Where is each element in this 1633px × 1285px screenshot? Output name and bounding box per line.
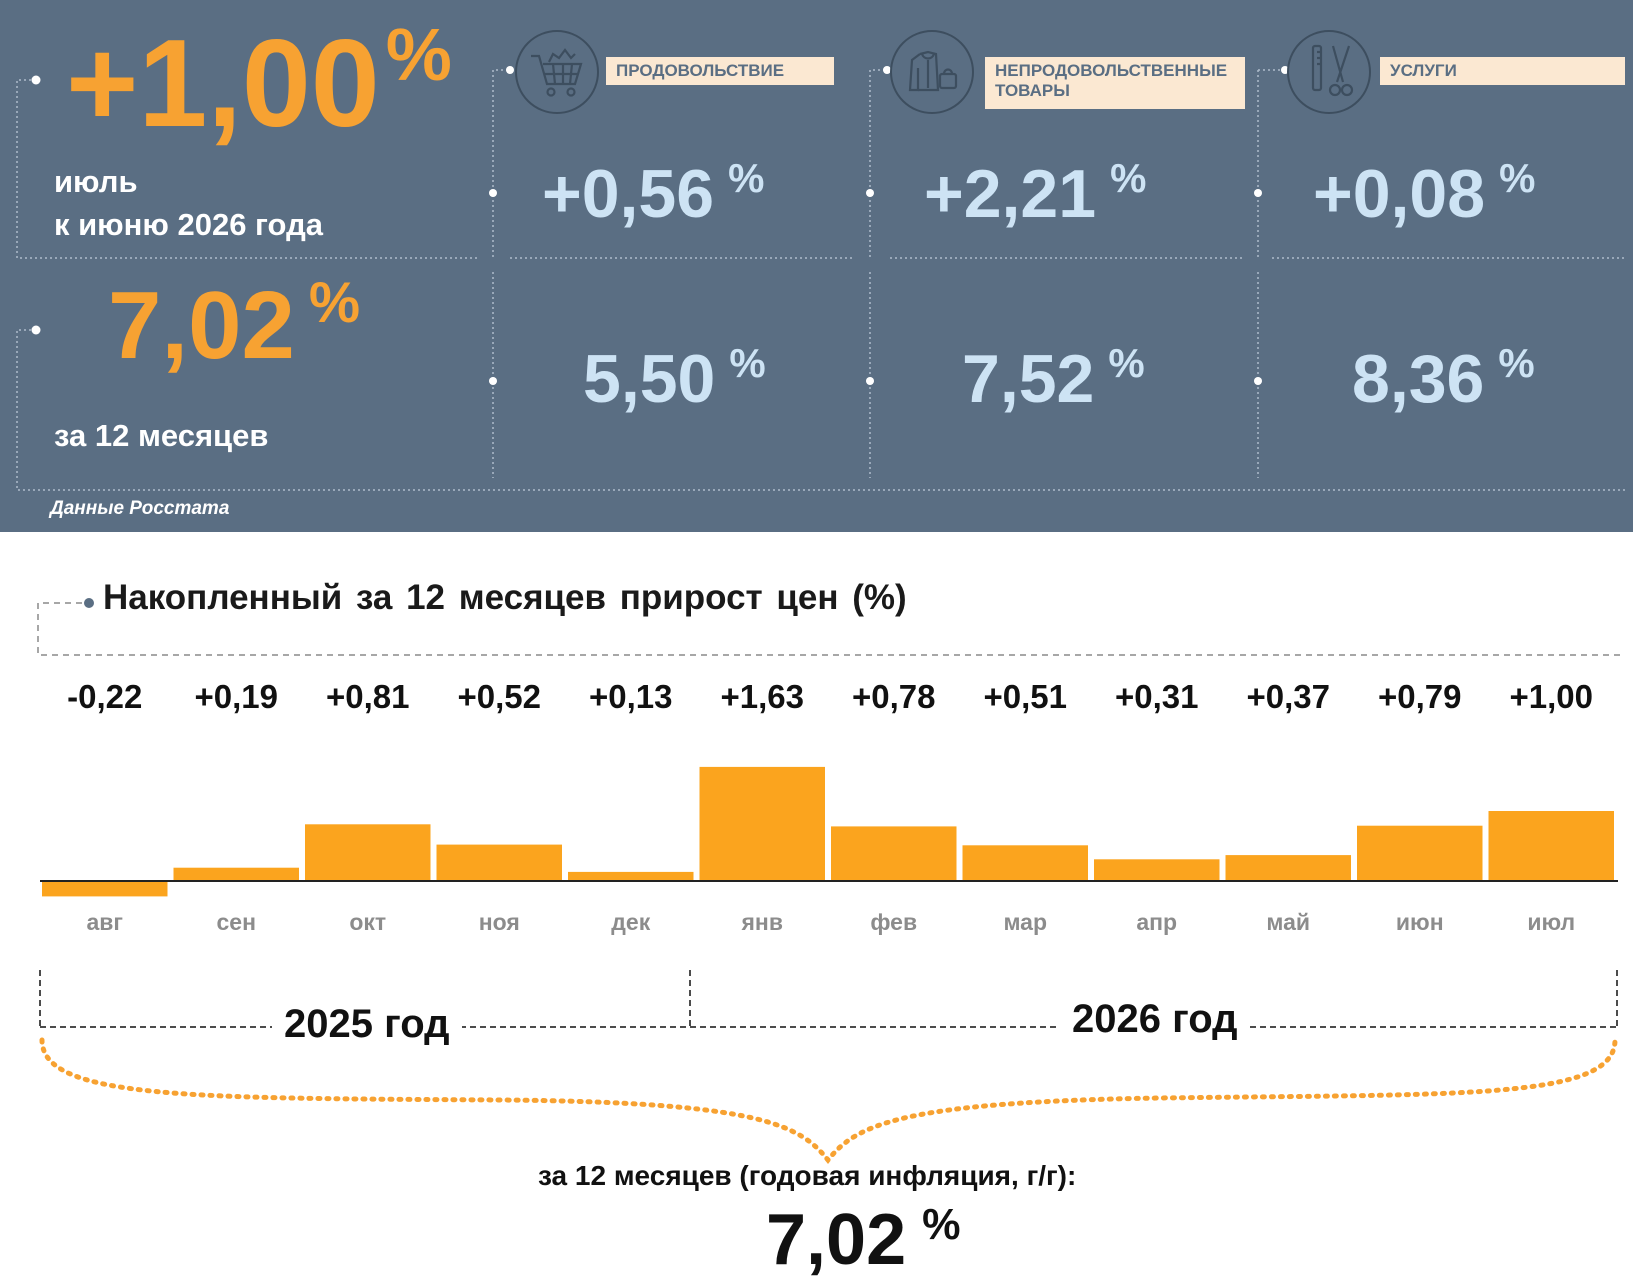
value-label-авг: -0,22 xyxy=(67,678,142,715)
food-monthly-value: +0,56% xyxy=(542,154,765,232)
month-tick-фев: фев xyxy=(870,909,917,935)
clothing-icon xyxy=(890,30,974,114)
value-label-дек: +0,13 xyxy=(589,678,673,715)
chart-title: Накопленный за 12 месяцев прирост цен (%… xyxy=(103,578,907,617)
bar-ноя xyxy=(436,844,562,881)
value-label-фев: +0,78 xyxy=(852,678,936,715)
month-tick-янв: янв xyxy=(741,909,783,935)
bar-мар xyxy=(962,845,1088,881)
value-label-сен: +0,19 xyxy=(195,678,279,715)
bar-фев xyxy=(831,826,957,881)
monthly-inflation-value: +1,00% xyxy=(66,13,452,153)
shopping-cart-icon xyxy=(515,30,599,114)
month-tick-июн: июн xyxy=(1396,909,1444,935)
annual-inflation-bottom-value: 7,02% xyxy=(766,1200,961,1280)
bar-авг xyxy=(42,881,168,897)
annual-inflation-caption: за 12 месяцев (годовая инфляция, г/г): xyxy=(538,1160,1077,1191)
value-label-июн: +0,79 xyxy=(1378,678,1462,715)
value-label-мар: +0,51 xyxy=(984,678,1068,715)
category-label-food: ПРОДОВОЛЬСТВИЕ xyxy=(606,57,834,85)
bar-июл xyxy=(1488,811,1614,881)
annual-inflation-value: 7,02% xyxy=(108,271,361,379)
annual-period-caption: за 12 месяцев xyxy=(54,418,269,453)
bar-сен xyxy=(173,867,299,881)
month-tick-сен: сен xyxy=(217,909,256,935)
month-tick-апр: апр xyxy=(1136,909,1177,935)
nonfood-annual-value: 7,52% xyxy=(962,339,1145,417)
value-label-янв: +1,63 xyxy=(721,678,805,715)
month-tick-мар: мар xyxy=(1003,909,1047,935)
month-tick-авг: авг xyxy=(86,909,123,935)
year-label-2026: 2026 год xyxy=(1060,997,1250,1042)
month-tick-май: май xyxy=(1266,909,1310,935)
category-label-services: УСЛУГИ xyxy=(1380,57,1625,85)
value-label-май: +0,37 xyxy=(1247,678,1331,715)
source-note: Данные Росстата xyxy=(50,498,230,519)
value-label-июл: +1,00 xyxy=(1510,678,1594,715)
monthly-period-desc: к июню 2026 года xyxy=(54,207,323,242)
bar-июн xyxy=(1357,825,1483,881)
value-label-апр: +0,31 xyxy=(1115,678,1199,715)
month-tick-окт: окт xyxy=(349,909,386,935)
scissors-comb-icon xyxy=(1287,30,1371,114)
category-label-nonfood: НЕПРОДОВОЛЬСТВЕННЫЕ ТОВАРЫ xyxy=(985,57,1245,109)
value-label-окт: +0,81 xyxy=(326,678,410,715)
value-label-ноя: +0,52 xyxy=(458,678,542,715)
bar-окт xyxy=(305,824,431,881)
month-tick-июл: июл xyxy=(1527,909,1575,935)
food-annual-value: 5,50% xyxy=(583,339,766,417)
month-tick-дек: дек xyxy=(611,909,650,935)
bar-май xyxy=(1225,855,1351,881)
month-tick-ноя: ноя xyxy=(479,909,520,935)
bar-янв xyxy=(699,766,825,881)
bar-апр xyxy=(1094,859,1220,881)
services-monthly-value: +0,08% xyxy=(1313,154,1536,232)
nonfood-monthly-value: +2,21% xyxy=(924,154,1147,232)
services-annual-value: 8,36% xyxy=(1352,339,1535,417)
year-label-2025: 2025 год xyxy=(272,1002,462,1047)
monthly-period-month: июль xyxy=(54,164,138,199)
bar-дек xyxy=(568,871,694,881)
